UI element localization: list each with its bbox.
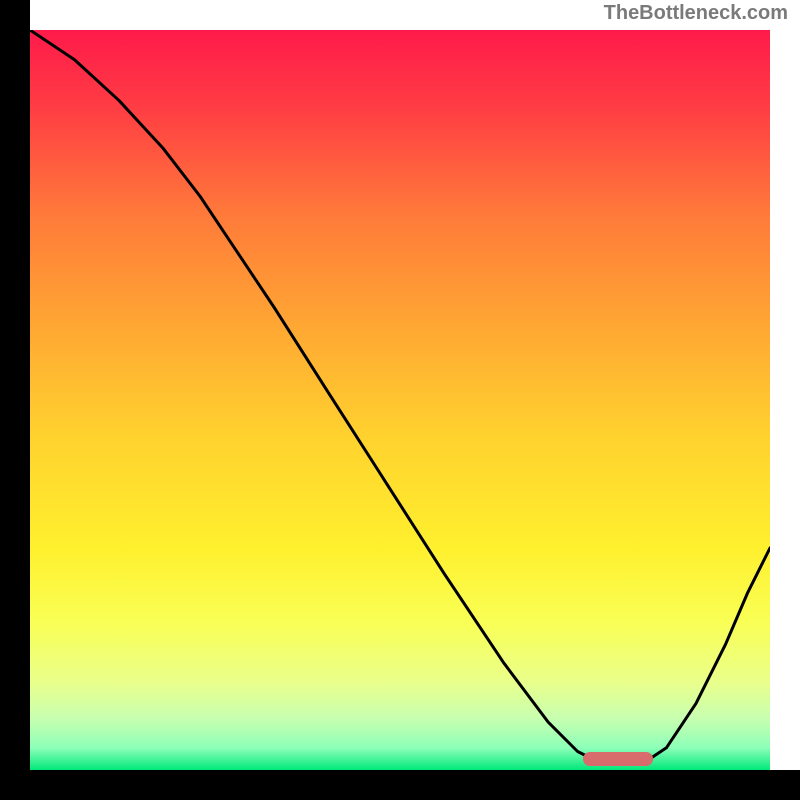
curve-line xyxy=(30,30,770,770)
attribution-text: TheBottleneck.com xyxy=(604,2,788,25)
plot-area xyxy=(30,30,770,770)
optimal-range-marker xyxy=(583,752,653,766)
